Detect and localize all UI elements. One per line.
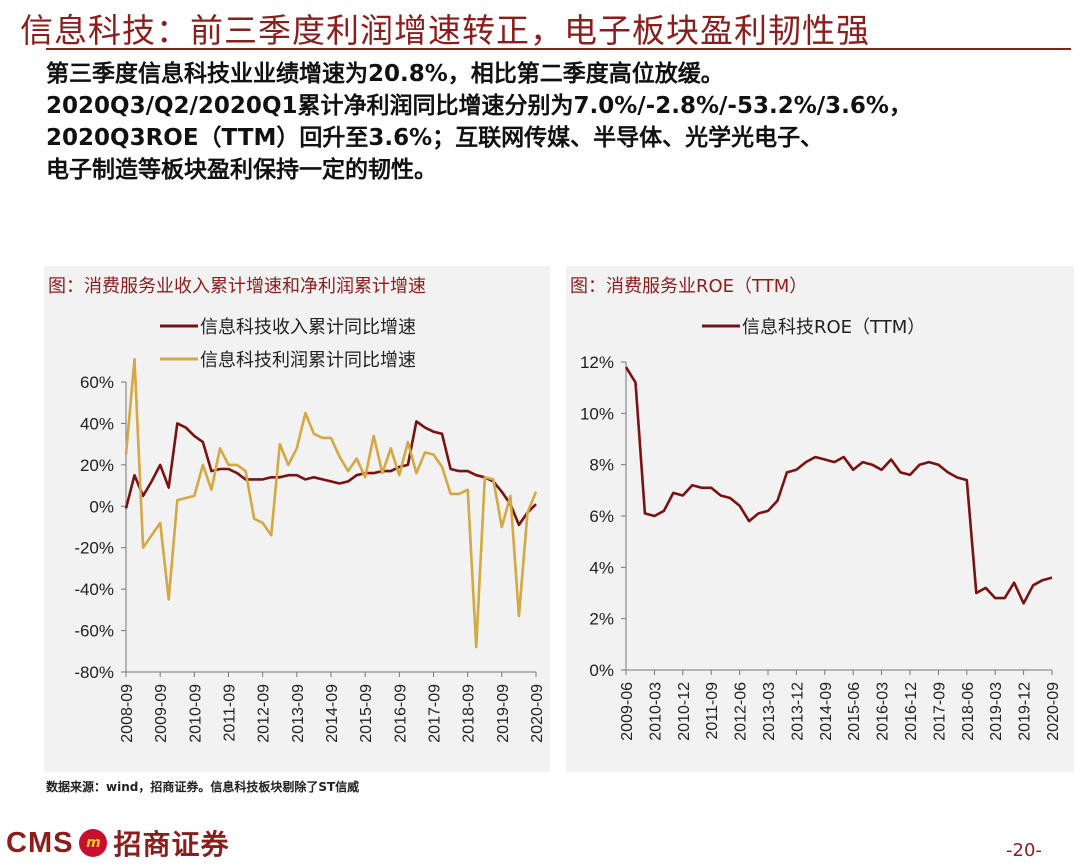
right-x-tick-label: 2013-12 xyxy=(789,682,806,741)
right-chart-panel xyxy=(566,266,1074,772)
right-y-tick-label: 4% xyxy=(589,558,614,577)
logo-chinese: 招商证券 xyxy=(113,828,230,861)
left-x-tick-label: 2010-09 xyxy=(187,684,204,743)
right-y-tick-label: 12% xyxy=(580,353,614,372)
right-series-line-0 xyxy=(624,366,1053,605)
right-x-tick-label: 2015-06 xyxy=(846,682,863,741)
right-x-tick-label: 2020-09 xyxy=(1045,682,1062,741)
company-logo: CMS m 招商证券 xyxy=(6,826,230,862)
left-series-line-0 xyxy=(124,420,537,527)
left-x-tick-label: 2017-09 xyxy=(427,684,444,743)
left-y-tick-label: -80% xyxy=(74,663,114,682)
summary-line: 第三季度信息科技业业绩增速为20.8%，相比第二季度高位放缓。 xyxy=(46,61,724,87)
left-x-tick-label: 2012-09 xyxy=(256,684,273,743)
summary-line: 电子制造等板块盈利保持一定的韧性。 xyxy=(46,157,437,183)
left-x-tick-label: 2009-09 xyxy=(153,684,170,743)
left-y-tick-label: -20% xyxy=(74,539,114,558)
source-note: 数据来源：wind，招商证券。信息科技板块剔除了ST信威 xyxy=(46,780,360,794)
summary-text: 第三季度信息科技业业绩增速为20.8%，相比第二季度高位放缓。 2020Q3/Q… xyxy=(46,58,1076,186)
right-x-tick-label: 2010-03 xyxy=(647,682,664,741)
left-x-tick-label: 2013-09 xyxy=(290,684,307,743)
right-chart-title: 图：消费服务业ROE（TTM） xyxy=(570,276,808,297)
left-chart-panel xyxy=(44,266,550,772)
left-legend-label-0: 信息科技收入累计同比增速 xyxy=(200,317,416,338)
left-series-line-1 xyxy=(124,357,538,649)
left-x-tick-label: 2018-09 xyxy=(461,684,478,743)
right-y-tick-label: 0% xyxy=(589,661,614,680)
right-x-tick-label: 2014-09 xyxy=(818,682,835,741)
left-y-tick-label: 40% xyxy=(80,414,114,433)
left-y-tick-label: -40% xyxy=(74,580,114,599)
summary-line: 2020Q3/Q2/2020Q1累计净利润同比增速分别为7.0%/-2.8%/-… xyxy=(46,93,912,119)
right-y-tick-label: 8% xyxy=(589,456,614,475)
left-x-tick-label: 2014-09 xyxy=(324,684,341,743)
left-chart-title: 图：消费服务业收入累计增速和净利润累计增速 xyxy=(48,276,426,297)
page-title: 信息科技：前三季度利润增速转正，电子板块盈利韧性强 xyxy=(20,11,870,50)
right-x-tick-label: 2010-12 xyxy=(676,682,693,741)
left-x-tick-label: 2019-09 xyxy=(495,684,512,743)
left-x-tick-label: 2011-09 xyxy=(222,684,239,742)
right-y-tick-label: 6% xyxy=(589,507,614,526)
right-x-tick-label: 2011-09 xyxy=(704,682,721,740)
logo-latin: CMS xyxy=(6,826,74,859)
page-number: -20- xyxy=(1006,840,1042,861)
right-x-tick-label: 2012-06 xyxy=(733,682,750,741)
logo-mark-icon: m xyxy=(79,829,108,857)
left-y-tick-label: 0% xyxy=(89,497,114,516)
right-x-tick-label: 2016-12 xyxy=(903,682,920,741)
right-y-tick-label: 2% xyxy=(589,610,614,629)
right-y-tick-label: 10% xyxy=(580,404,614,423)
right-x-tick-label: 2013-03 xyxy=(761,682,778,741)
title-divider xyxy=(46,48,1071,50)
left-y-tick-label: 60% xyxy=(80,373,114,392)
left-x-tick-label: 2015-09 xyxy=(358,684,375,743)
right-x-tick-label: 2017-09 xyxy=(931,682,948,741)
right-x-tick-label: 2018-06 xyxy=(960,682,977,741)
summary-line: 2020Q3ROE（TTM）回升至3.6%；互联网传媒、半导体、光学光电子、 xyxy=(46,125,824,151)
left-y-tick-label: 20% xyxy=(80,456,114,475)
right-x-tick-label: 2016-03 xyxy=(875,682,892,741)
left-y-tick-label: -60% xyxy=(74,622,114,641)
right-x-tick-label: 2009-06 xyxy=(619,682,636,741)
right-legend-label-0: 信息科技ROE（TTM） xyxy=(742,317,925,338)
right-x-tick-label: 2019-03 xyxy=(988,682,1005,741)
left-x-tick-label: 2008-09 xyxy=(119,684,136,743)
right-x-tick-label: 2019-12 xyxy=(1017,682,1034,741)
left-legend-label-1: 信息科技利润累计同比增速 xyxy=(200,350,416,371)
left-x-tick-label: 2016-09 xyxy=(392,684,409,743)
left-x-tick-label: 2020-09 xyxy=(529,684,546,743)
